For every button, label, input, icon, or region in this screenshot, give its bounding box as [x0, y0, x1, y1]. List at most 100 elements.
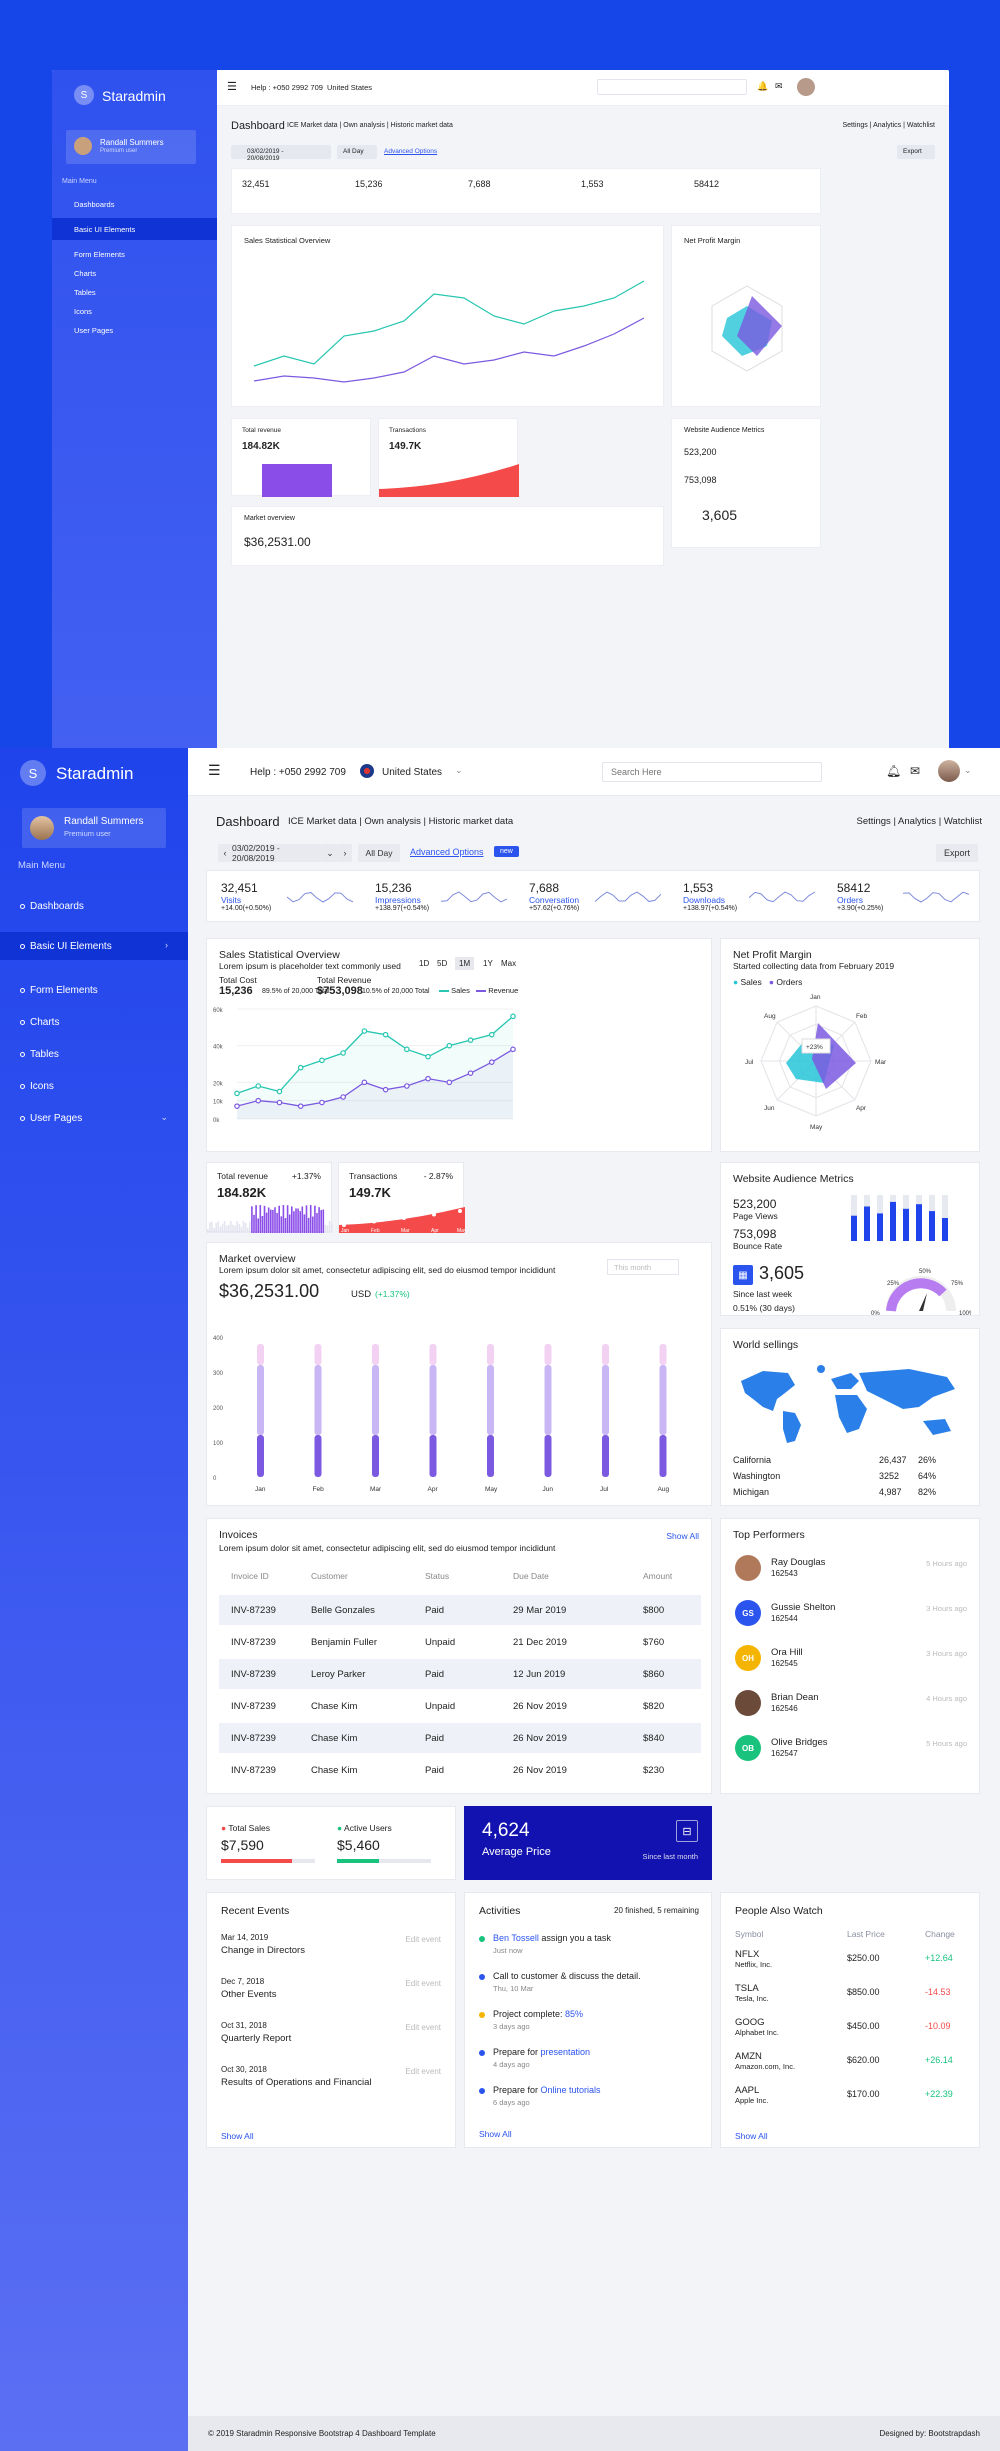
activity-link[interactable]: Ben Tossell — [493, 1933, 539, 1943]
link-ice-market[interactable]: ICE Market data — [288, 816, 357, 827]
preview-nav-forms[interactable]: Form Elements — [74, 250, 125, 259]
preview-advanced[interactable]: Advanced Options — [384, 148, 438, 155]
preview-period[interactable]: All Day — [337, 145, 377, 159]
link-settings[interactable]: Settings — [856, 816, 891, 827]
preview-link-watchlist[interactable]: Watchlist — [906, 122, 935, 129]
preview-nav-tables[interactable]: Tables — [74, 288, 96, 297]
activity-link[interactable]: 85% — [565, 2009, 584, 2019]
tab-1m[interactable]: 1M — [455, 957, 475, 970]
bell-icon[interactable]: 🔔︎ — [886, 764, 902, 778]
sidebar-item-charts[interactable]: Charts — [0, 1008, 188, 1036]
stock-symbol[interactable]: GOOG — [735, 2017, 765, 2028]
preview-link-own[interactable]: Own analysis — [343, 122, 385, 129]
advanced-options-link[interactable]: Advanced Options — [410, 847, 484, 857]
preview-stat-conversation: 7,688 — [468, 179, 491, 189]
preview-link-settings[interactable]: Settings — [842, 122, 868, 129]
tab-1y[interactable]: 1Y — [483, 959, 493, 968]
preview-country[interactable]: United States — [327, 83, 373, 92]
performer-name[interactable]: Gussie Shelton — [771, 1602, 836, 1613]
sidebar-item-user-pages[interactable]: User Pages ⌄ — [0, 1104, 188, 1132]
menu-toggle-icon[interactable]: ☰ — [208, 762, 221, 778]
profile-avatar[interactable] — [938, 760, 960, 782]
edit-event-link[interactable]: Edit event — [405, 1935, 441, 1944]
activity-link[interactable]: presentation — [540, 2047, 591, 2057]
performer-name[interactable]: Olive Bridges — [771, 1737, 828, 1748]
stock-symbol[interactable]: AMZN — [735, 2051, 762, 2062]
stock-change: -14.53 — [925, 1987, 951, 1997]
table-row[interactable]: INV-87239 Chase Kim Paid 26 Nov 2019 $840 — [219, 1723, 701, 1753]
stock-symbol[interactable]: NFLX — [735, 1949, 760, 1960]
sidebar-item-forms[interactable]: Form Elements — [0, 976, 188, 1004]
prev-date-button[interactable]: ‹ — [218, 844, 232, 862]
preview-nav-icons[interactable]: Icons — [74, 307, 92, 316]
stock-symbol[interactable]: AAPL — [735, 2085, 760, 2096]
sidebar-item-icons[interactable]: Icons — [0, 1072, 188, 1100]
event-name[interactable]: Other Events — [221, 1989, 277, 2000]
date-range-picker[interactable]: 03/02/2019 - 20/08/2019 — [232, 843, 322, 863]
period-select[interactable]: All Day — [358, 844, 400, 862]
edit-event-link[interactable]: Edit event — [405, 1979, 441, 1988]
event-name[interactable]: Results of Operations and Financial — [221, 2077, 372, 2088]
preview-link-historic[interactable]: Historic market data — [390, 122, 453, 129]
cart-icon[interactable]: ⊟ — [676, 1820, 698, 1842]
edit-event-link[interactable]: Edit event — [405, 2067, 441, 2076]
preview-user-name: Randall Summers — [100, 138, 164, 147]
preview-search-input[interactable] — [597, 79, 747, 95]
preview-nav-basic-ui[interactable]: Basic UI Elements — [74, 225, 136, 234]
edit-event-link[interactable]: Edit event — [405, 2023, 441, 2032]
next-date-button[interactable]: › — [338, 844, 352, 862]
events-title: Recent Events — [221, 1905, 290, 1917]
preview-nav-user-pages[interactable]: User Pages — [74, 326, 114, 335]
table-row[interactable]: INV-87239 Leroy Parker Paid 12 Jun 2019 $860 — [219, 1659, 701, 1689]
preview-user-card[interactable]: Randall Summers Premium user — [66, 130, 196, 164]
net-profit-legend: ● Sales ● Orders — [733, 977, 802, 987]
link-historic-market[interactable]: Historic market data — [428, 816, 514, 827]
preview-profile-avatar[interactable] — [797, 78, 815, 96]
invoices-show-all[interactable]: Show All — [666, 1531, 699, 1541]
preview-bell-icon[interactable]: 🔔 — [757, 81, 769, 91]
table-row[interactable]: INV-87239 Chase Kim Paid 26 Nov 2019 $230 — [219, 1755, 701, 1785]
tab-max[interactable]: Max — [501, 959, 517, 968]
logo-icon[interactable]: S — [20, 760, 46, 786]
tab-1d[interactable]: 1D — [419, 959, 430, 968]
chevron-down-icon[interactable]: ⌄ — [322, 844, 338, 862]
preview-date-range[interactable]: 03/02/2019 - 20/08/2019 — [231, 145, 331, 162]
link-watchlist[interactable]: Watchlist — [943, 816, 982, 827]
mail-icon[interactable]: ✉ — [910, 764, 921, 778]
table-row[interactable]: INV-87239 Belle Gonzales Paid 29 Mar 2019 $8… — [219, 1595, 701, 1625]
sidebar-item-basic-ui[interactable]: Basic UI Elements › — [0, 932, 188, 960]
month-select[interactable]: This month — [607, 1259, 679, 1275]
event-name[interactable]: Change in Directors — [221, 1945, 305, 1956]
user-card[interactable]: Randall Summers Premium user — [22, 808, 166, 848]
preview-nav-charts[interactable]: Charts — [74, 269, 97, 278]
preview-net-profit-title: Net Profit Margin — [684, 236, 741, 245]
sidebar-item-dashboards[interactable]: Dashboards — [0, 892, 188, 920]
preview-export[interactable]: Export — [897, 145, 935, 159]
preview-mail-icon[interactable]: ✉ — [775, 81, 783, 91]
table-row[interactable]: INV-87239 Benjamin Fuller Unpaid 21 Dec 201… — [219, 1627, 701, 1657]
event-name[interactable]: Quarterly Report — [221, 2033, 292, 2044]
performer-name[interactable]: Ora Hill — [771, 1647, 803, 1658]
active-users-label: ● Active Users — [337, 1823, 392, 1833]
link-analytics[interactable]: Analytics — [898, 816, 937, 827]
sidebar-item-tables[interactable]: Tables — [0, 1040, 188, 1068]
tab-5d[interactable]: 5D — [437, 959, 448, 968]
search-input[interactable] — [602, 762, 822, 782]
preview-link-analytics[interactable]: Analytics — [873, 122, 902, 129]
watch-show-all[interactable]: Show All — [735, 2131, 768, 2141]
link-own-analysis[interactable]: Own analysis — [364, 816, 421, 827]
performer-name[interactable]: Brian Dean — [771, 1692, 819, 1703]
export-button[interactable]: Export — [936, 844, 978, 862]
preview-menu-icon[interactable]: ☰ — [227, 81, 237, 93]
stock-symbol[interactable]: TSLA — [735, 1983, 759, 1994]
preview-link-ice[interactable]: ICE Market data — [287, 122, 338, 129]
activities-show-all[interactable]: Show All — [479, 2129, 512, 2139]
preview-nav-dashboards[interactable]: Dashboards — [74, 200, 115, 209]
activity-link[interactable]: Online tutorials — [540, 2085, 601, 2095]
table-row[interactable]: INV-87239 Chase Kim Unpaid 26 Nov 2019 $820 — [219, 1691, 701, 1721]
event-date: Oct 30, 2018 — [221, 2065, 267, 2074]
events-show-all[interactable]: Show All — [221, 2131, 254, 2141]
country-select[interactable]: United States — [382, 767, 443, 778]
brand-name[interactable]: Staradmin — [56, 764, 134, 783]
performer-name[interactable]: Ray Douglas — [771, 1557, 826, 1568]
